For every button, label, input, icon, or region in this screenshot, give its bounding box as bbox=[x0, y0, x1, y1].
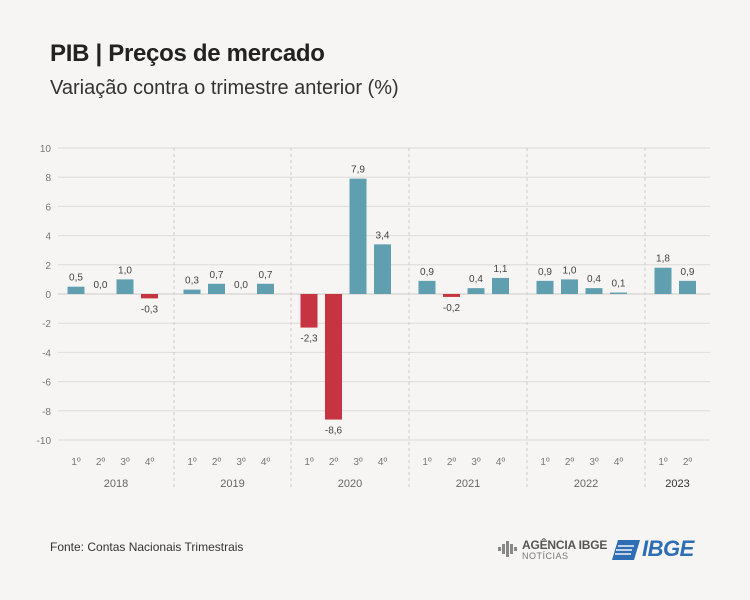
year-label: 2018 bbox=[104, 478, 128, 490]
x-tick-label: 2º bbox=[212, 457, 222, 468]
bar bbox=[208, 283, 225, 294]
data-label: -0,2 bbox=[443, 303, 461, 314]
x-tick-label: 2º bbox=[96, 457, 106, 468]
bar bbox=[492, 277, 509, 294]
bar bbox=[257, 283, 274, 294]
agencia-ibge-logo: AGÊNCIA IBGE NOTÍCIAS bbox=[498, 537, 607, 563]
chart-subtitle: Variação contra o trimestre anterior (%) bbox=[50, 77, 399, 99]
bar bbox=[300, 294, 318, 328]
x-tick-label: 2º bbox=[565, 457, 575, 468]
x-tick-label: 1º bbox=[187, 457, 197, 468]
year-label: 2023 bbox=[665, 478, 689, 490]
data-label: 0,9 bbox=[681, 267, 695, 278]
bar bbox=[349, 178, 367, 294]
y-tick-label: 4 bbox=[45, 232, 51, 243]
data-label: 1,0 bbox=[563, 265, 577, 276]
x-tick-label: 1º bbox=[71, 457, 81, 468]
x-tick-label: 4º bbox=[614, 457, 624, 468]
data-label: 1,1 bbox=[494, 264, 508, 275]
ibge-logo: IBGE bbox=[612, 536, 708, 564]
y-tick-label: 10 bbox=[40, 144, 52, 155]
data-label: 0,4 bbox=[587, 274, 601, 285]
data-label: 0,5 bbox=[69, 273, 83, 284]
chart-title: PIB | Preços de mercado bbox=[50, 40, 325, 67]
x-tick-label: 3º bbox=[236, 457, 246, 468]
bar bbox=[183, 289, 201, 294]
y-tick-label: 0 bbox=[45, 290, 51, 301]
y-tick-label: -4 bbox=[42, 348, 51, 359]
y-tick-label: 6 bbox=[45, 202, 51, 213]
bar-chart: 10 8 6 4 2 0 -2 -4 -6 -8 -10 0,5 1º 0,0 2º 1,0 3º -0,3 4º 2… bbox=[37, 144, 710, 490]
x-tick-label: 1º bbox=[540, 457, 550, 468]
data-label: -0,3 bbox=[141, 304, 159, 315]
x-tick-label: 2º bbox=[447, 457, 457, 468]
year-label: 2022 bbox=[574, 478, 598, 490]
bar bbox=[116, 279, 134, 294]
x-tick-label: 3º bbox=[353, 457, 363, 468]
agencia-subname: NOTÍCIAS bbox=[522, 551, 569, 561]
x-tick-label: 3º bbox=[120, 457, 130, 468]
bar bbox=[418, 280, 436, 294]
bar bbox=[679, 280, 696, 294]
x-tick-label: 4º bbox=[378, 457, 388, 468]
data-label: -8,6 bbox=[325, 426, 343, 437]
data-label: 0,9 bbox=[420, 267, 434, 278]
data-label: 0,7 bbox=[210, 270, 224, 281]
x-tick-label: 3º bbox=[589, 457, 599, 468]
year-label: 2021 bbox=[456, 478, 480, 490]
x-tick-label: 1º bbox=[658, 457, 668, 468]
data-label: 3,4 bbox=[376, 230, 390, 241]
agencia-mark-icon bbox=[498, 541, 517, 557]
bar bbox=[443, 294, 460, 297]
x-tick-label: 2º bbox=[683, 457, 693, 468]
bar bbox=[654, 267, 672, 294]
ibge-mark-icon bbox=[612, 540, 640, 560]
bar bbox=[325, 294, 342, 420]
year-label: 2020 bbox=[338, 478, 362, 490]
data-label: -2,3 bbox=[300, 334, 318, 345]
source-note: Fonte: Contas Nacionais Trimestrais bbox=[50, 540, 244, 554]
x-tick-label: 3º bbox=[471, 457, 481, 468]
data-label: 0,0 bbox=[94, 280, 108, 291]
data-label: 0,1 bbox=[612, 279, 626, 290]
data-label: 0,0 bbox=[234, 280, 248, 291]
x-tick-label: 4º bbox=[145, 457, 155, 468]
x-tick-label: 1º bbox=[304, 457, 314, 468]
data-label: 0,9 bbox=[538, 267, 552, 278]
bar bbox=[561, 279, 578, 294]
y-tick-label: 8 bbox=[45, 173, 51, 184]
bar bbox=[141, 294, 158, 299]
data-label: 7,9 bbox=[351, 165, 365, 176]
agencia-name: AGÊNCIA IBGE bbox=[522, 538, 608, 552]
y-tick-label: -8 bbox=[42, 407, 51, 418]
bar bbox=[374, 244, 391, 294]
data-label: 0,3 bbox=[185, 276, 199, 287]
x-tick-label: 4º bbox=[496, 457, 506, 468]
data-label: 1,0 bbox=[118, 265, 132, 276]
x-tick-label: 1º bbox=[422, 457, 432, 468]
y-tick-label: -2 bbox=[42, 319, 51, 330]
x-tick-label: 4º bbox=[261, 457, 271, 468]
data-label: 0,4 bbox=[469, 274, 483, 285]
bar bbox=[467, 288, 485, 294]
bar bbox=[536, 280, 554, 294]
ibge-logo-text: IBGE bbox=[642, 536, 694, 561]
y-tick-label: 2 bbox=[45, 261, 51, 272]
data-label: 1,8 bbox=[656, 254, 670, 265]
data-label: 0,7 bbox=[259, 270, 273, 281]
y-tick-label: -6 bbox=[42, 378, 51, 389]
x-tick-label: 2º bbox=[329, 457, 339, 468]
bar bbox=[67, 286, 85, 294]
bar bbox=[610, 292, 627, 294]
y-tick-label: -10 bbox=[37, 436, 52, 447]
bar bbox=[585, 288, 603, 294]
year-label: 2019 bbox=[220, 478, 244, 490]
